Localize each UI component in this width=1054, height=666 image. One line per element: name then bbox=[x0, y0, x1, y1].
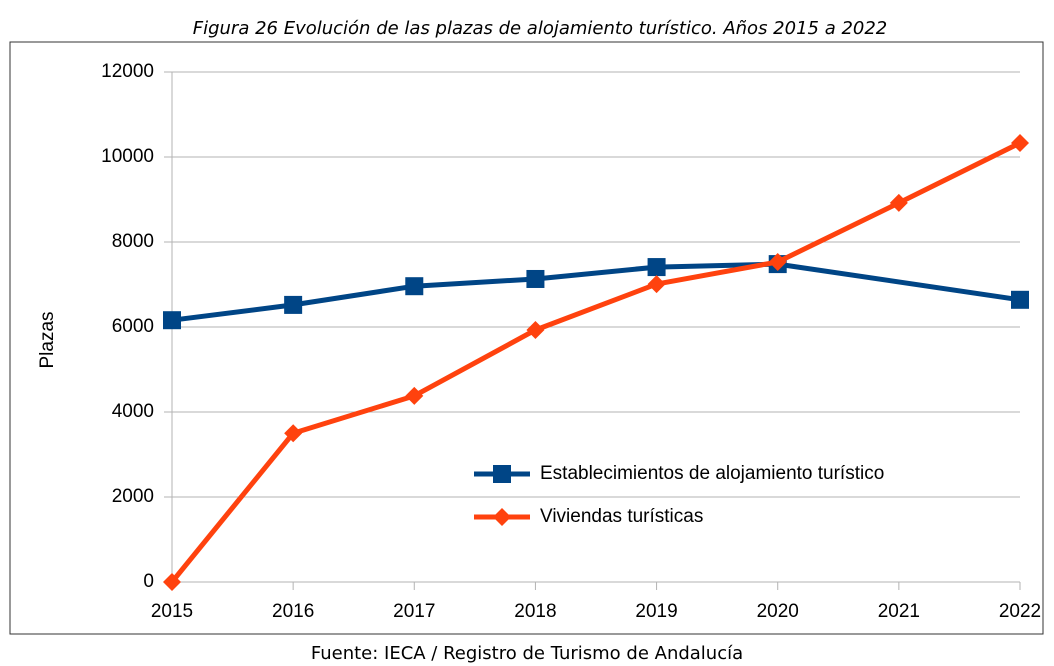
chart-title: Figura 26 Evolución de las plazas de alo… bbox=[193, 18, 888, 39]
x-tick-label: 2021 bbox=[878, 601, 920, 622]
x-tick-label: 2017 bbox=[393, 601, 435, 622]
series-line bbox=[170, 140, 1022, 584]
x-tick-label: 2018 bbox=[514, 601, 556, 622]
x-tick-label: 2022 bbox=[999, 601, 1041, 622]
chart-border bbox=[9, 41, 1044, 635]
marker bbox=[405, 277, 424, 296]
marker bbox=[493, 465, 511, 483]
marker bbox=[1011, 133, 1029, 152]
y-tick-label: 10000 bbox=[101, 146, 154, 167]
y-tick-label: 4000 bbox=[112, 401, 154, 422]
x-tick-label: 2015 bbox=[151, 601, 193, 622]
y-tick-label: 12000 bbox=[101, 61, 154, 82]
marker bbox=[163, 311, 181, 330]
marker bbox=[284, 295, 303, 314]
x-tick-label: 2019 bbox=[635, 601, 677, 622]
marker bbox=[493, 508, 511, 526]
marker bbox=[647, 258, 666, 277]
x-tick-label: 2020 bbox=[757, 601, 799, 622]
marker bbox=[768, 252, 787, 271]
y-tick-label: 6000 bbox=[112, 316, 154, 337]
marker bbox=[526, 320, 545, 339]
y-axis-label: Plazas bbox=[37, 311, 58, 368]
legend-label: Establecimientos de alojamiento turístic… bbox=[540, 463, 884, 484]
marker bbox=[647, 275, 666, 294]
marker bbox=[405, 386, 424, 405]
marker bbox=[889, 193, 908, 212]
marker bbox=[1011, 290, 1029, 309]
marker bbox=[284, 424, 303, 443]
y-tick-label: 2000 bbox=[112, 486, 154, 507]
marker bbox=[526, 269, 545, 288]
x-tick-label: 2016 bbox=[272, 601, 314, 622]
chart-source: Fuente: IECA / Registro de Turismo de An… bbox=[311, 643, 743, 664]
marker bbox=[163, 573, 181, 591]
y-tick-label: 0 bbox=[143, 571, 154, 592]
legend-label: Viviendas turísticas bbox=[540, 506, 703, 527]
y-tick-label: 8000 bbox=[112, 231, 154, 252]
